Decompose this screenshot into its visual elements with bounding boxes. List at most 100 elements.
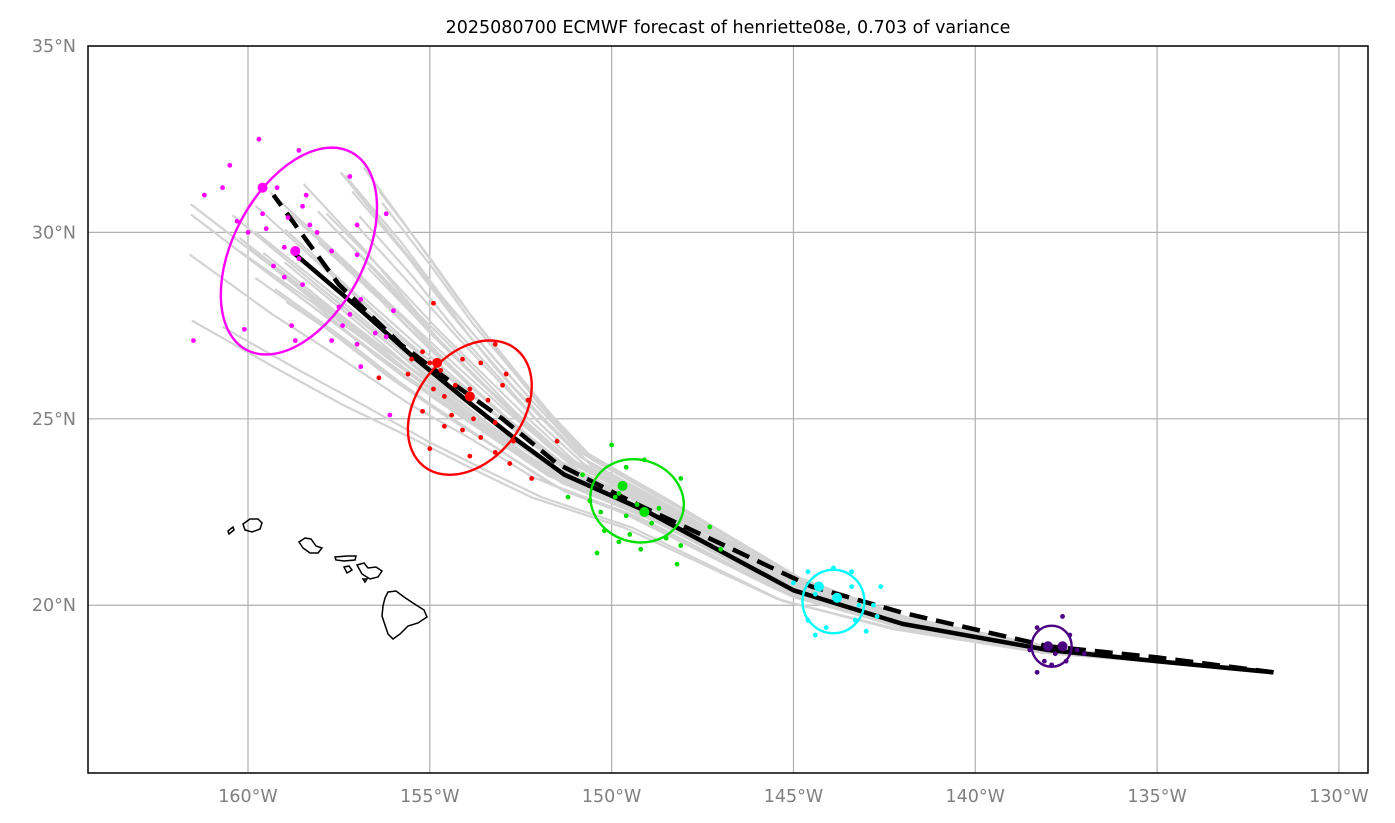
ensemble-member-track — [191, 319, 1274, 674]
ensemble-position-point — [678, 543, 684, 548]
ensemble-position-point — [805, 617, 811, 623]
ensemble-position-point — [441, 394, 447, 399]
ensemble-position-point — [467, 386, 473, 392]
island-oahu — [297, 537, 324, 554]
ensemble-position-point — [271, 263, 276, 269]
ensemble-position-point — [405, 371, 411, 377]
ensemble-position-point — [281, 244, 287, 250]
ensemble-position-point — [191, 338, 196, 343]
ensemble-position-point — [441, 423, 447, 429]
ensemble-position-point — [296, 256, 302, 261]
ensemble-position-point — [641, 457, 647, 463]
ensemble-member-track — [366, 267, 1274, 674]
lon-tick-label: 150°W — [582, 787, 641, 807]
island-kauai — [242, 518, 263, 533]
ensemble-position-point — [1067, 632, 1073, 638]
ensemble-position-point — [609, 442, 615, 448]
ensemble-position-point — [580, 472, 585, 478]
ensemble-position-point — [358, 364, 364, 370]
ensemble-position-point — [492, 449, 498, 455]
ensemble-position-point — [1034, 625, 1040, 630]
ensemble-position-point — [478, 435, 484, 440]
ensemble-position-point — [492, 341, 498, 347]
ensemble-position-point — [391, 308, 396, 314]
ensemble-position-point — [460, 427, 465, 433]
ensemble-position-point — [565, 494, 571, 500]
ensemble-position-point — [427, 360, 433, 366]
mean-position-marker — [290, 246, 301, 257]
ensemble-position-point — [587, 498, 593, 504]
ensemble-position-point — [260, 211, 265, 217]
principal-component-track — [271, 193, 1274, 675]
ensemble-position-point — [1074, 647, 1080, 653]
ensemble-position-point — [856, 602, 862, 608]
ensemble-member-track — [325, 212, 1274, 674]
ensemble-position-point — [812, 632, 818, 638]
ensemble-position-point — [354, 252, 360, 258]
ensemble-position-point — [863, 628, 869, 634]
ensemble-position-point — [601, 528, 607, 534]
ensemble-position-point — [296, 147, 302, 153]
ensemble-member-track — [274, 288, 1274, 674]
ensemble-member-track — [238, 237, 1274, 674]
ensemble-position-point — [427, 446, 433, 452]
ensemble-position-point — [409, 356, 415, 362]
ensemble-position-point — [871, 602, 876, 608]
ensemble-position-point — [627, 531, 633, 537]
ensemble-position-point — [852, 617, 858, 623]
ensemble-position-point — [707, 524, 713, 530]
ensemble-position-point — [849, 584, 855, 589]
ensemble-position-point — [1052, 651, 1058, 657]
lat-tick-label: 30°N — [32, 223, 76, 243]
ensemble-member-track — [314, 283, 1274, 674]
ensemble-member-track — [246, 244, 1274, 674]
ensemble-positions — [191, 136, 1087, 675]
ensemble-position-point — [500, 382, 505, 388]
ensemble-position-point — [285, 215, 291, 220]
ensemble-position-point — [1063, 658, 1069, 664]
lat-tick-label: 25°N — [32, 410, 76, 430]
chart-title: 2025080700 ECMWF forecast of henriette08… — [446, 18, 1011, 38]
ensemble-position-point — [347, 312, 353, 317]
uncertainty-ellipse — [589, 457, 686, 544]
lon-tick-label: 155°W — [400, 787, 459, 807]
ensemble-position-point — [805, 569, 811, 575]
ensemble-position-point — [812, 591, 818, 597]
ensemble-position-point — [1027, 647, 1033, 653]
ensemble-position-point — [663, 535, 669, 541]
ensemble-position-point — [634, 502, 640, 507]
ensemble-position-point — [281, 274, 287, 280]
lat-tick-label: 35°N — [32, 37, 76, 57]
ensemble-position-point — [1081, 651, 1087, 657]
ensemble-member-track — [302, 183, 1274, 674]
principal-position-marker — [1057, 641, 1068, 652]
ensemble-position-point — [329, 248, 335, 254]
ensemble-position-point — [831, 565, 836, 571]
ensemble-position-point — [1060, 614, 1065, 619]
ensemble-position-point — [420, 349, 425, 355]
plot-frame — [87, 45, 1369, 774]
ensemble-position-point — [878, 584, 884, 589]
ensemble-position-point — [431, 386, 436, 392]
ensemble-position-point — [376, 375, 382, 381]
ensemble-position-point — [227, 162, 233, 168]
ensemble-position-point — [598, 509, 604, 515]
ensemble-position-point — [485, 397, 491, 403]
ensemble-position-point — [300, 203, 305, 209]
ensemble-position-point — [274, 185, 280, 191]
ensemble-position-point — [649, 520, 655, 526]
ensemble-position-point — [674, 561, 680, 567]
ensemble-position-point — [314, 230, 320, 235]
ensemble-position-point — [452, 382, 458, 388]
ensemble-position-point — [554, 438, 560, 444]
island-maui — [355, 562, 384, 580]
island-kahoolawe — [361, 578, 369, 584]
ensemble-position-point — [460, 356, 465, 362]
axis-tick-labels: 160°W 155°W 150°W 145°W 140°W 135°W 130°W 20°N 2… — [32, 37, 1369, 807]
principal-position-marker — [257, 182, 268, 193]
lon-tick-label: 160°W — [218, 787, 277, 807]
ensemble-position-point — [347, 174, 353, 179]
ensemble-position-point — [623, 464, 629, 470]
principal-position-marker — [432, 357, 443, 368]
graticule — [88, 46, 1368, 773]
